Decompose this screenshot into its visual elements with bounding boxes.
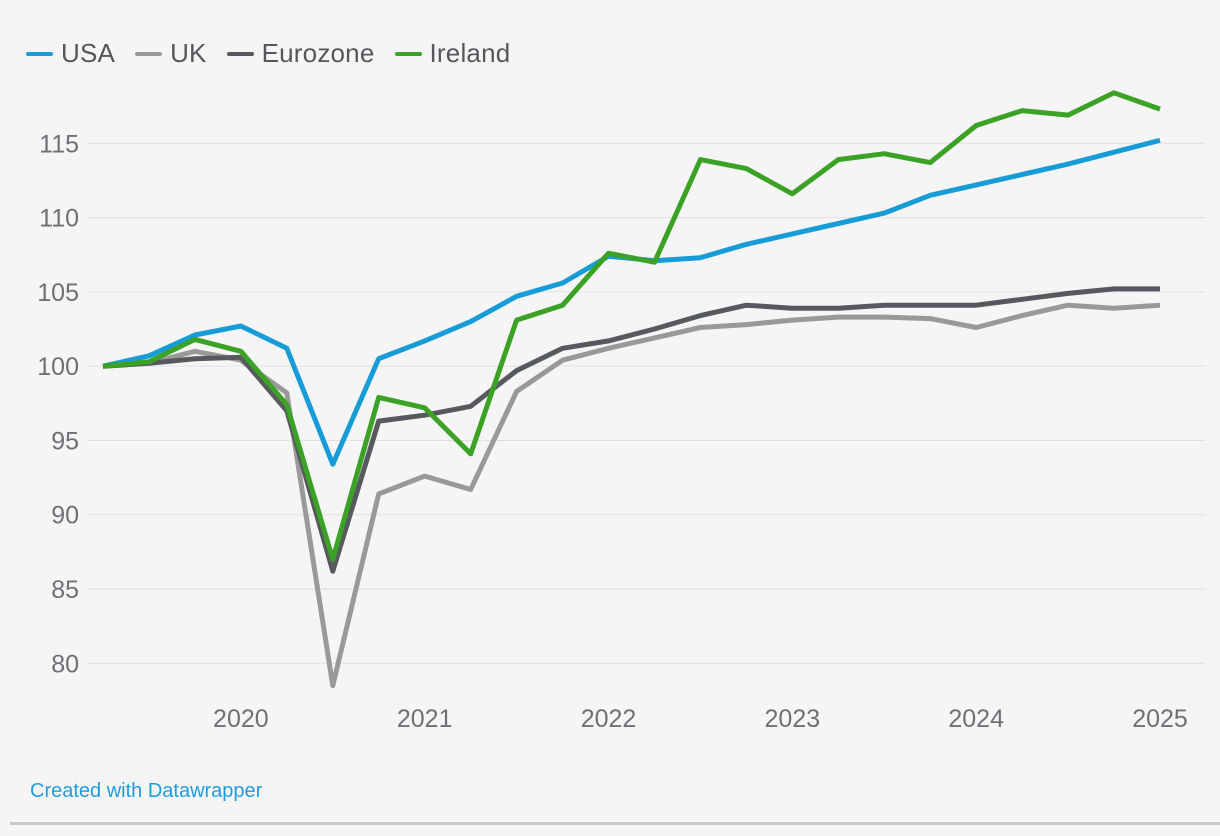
x-axis-label-2021: 2021: [397, 705, 453, 733]
legend-line-swatch-icon: [26, 51, 53, 56]
bottom-divider: [10, 822, 1220, 825]
y-axis-label-95: 95: [51, 427, 79, 455]
y-axis-label-85: 85: [51, 576, 79, 604]
x-axis-label-2020: 2020: [213, 705, 269, 733]
x-axis-label-2024: 2024: [948, 705, 1004, 733]
y-axis-label-100: 100: [37, 353, 79, 381]
legend-label: USA: [61, 38, 116, 68]
legend-item-usa: USA: [26, 38, 115, 69]
y-axis-label-105: 105: [37, 279, 79, 307]
legend-label: Ireland: [429, 38, 511, 68]
y-axis-label-90: 90: [51, 502, 79, 530]
legend-label: UK: [170, 38, 207, 68]
legend-label: Eurozone: [261, 38, 375, 68]
y-axis-label-80: 80: [51, 650, 79, 678]
legend-item-uk: UK: [135, 38, 207, 69]
legend-line-swatch-icon: [226, 51, 254, 56]
chart-legend: USA UK Eurozone Ireland: [26, 38, 510, 69]
legend-line-swatch-icon: [394, 51, 422, 56]
datawrapper-credit-link[interactable]: Created with Datawrapper: [30, 780, 263, 802]
x-axis-label-2025: 2025: [1132, 705, 1188, 733]
x-axis-label-2022: 2022: [581, 705, 637, 733]
y-axis-label-115: 115: [39, 130, 79, 158]
series-line-ireland[interactable]: [102, 90, 1161, 562]
legend-item-eurozone: Eurozone: [226, 38, 375, 69]
legend-line-swatch-icon: [135, 51, 163, 56]
series-line-uk[interactable]: [102, 302, 1161, 689]
legend-item-ireland: Ireland: [394, 38, 511, 69]
y-axis-label-110: 110: [39, 205, 79, 233]
series-line-eurozone[interactable]: [102, 286, 1160, 574]
x-axis-label-2023: 2023: [765, 705, 821, 733]
